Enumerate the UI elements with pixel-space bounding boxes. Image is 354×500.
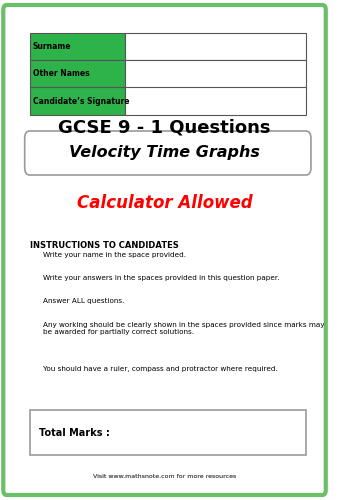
Text: Visit www.mathsnote.com for more resources: Visit www.mathsnote.com for more resourc… — [93, 474, 236, 478]
FancyBboxPatch shape — [125, 60, 306, 88]
Text: Other Names: Other Names — [33, 70, 90, 78]
Text: Write your answers in the spaces provided in this question paper.: Write your answers in the spaces provide… — [43, 275, 279, 281]
Text: Answer ALL questions.: Answer ALL questions. — [43, 298, 124, 304]
Text: Candidate’s Signature: Candidate’s Signature — [33, 97, 130, 106]
FancyBboxPatch shape — [25, 131, 311, 175]
FancyBboxPatch shape — [125, 32, 306, 60]
FancyBboxPatch shape — [30, 88, 125, 115]
Text: Total Marks :: Total Marks : — [40, 428, 110, 438]
Text: Calculator Allowed: Calculator Allowed — [77, 194, 252, 212]
Text: Write your name in the space provided.: Write your name in the space provided. — [43, 252, 186, 258]
Text: Visit www.mathsnote.com for more resources: Visit www.mathsnote.com for more resourc… — [93, 474, 236, 478]
Text: Surname: Surname — [33, 42, 72, 51]
Text: INSTRUCTIONS TO CANDIDATES: INSTRUCTIONS TO CANDIDATES — [30, 242, 178, 250]
FancyBboxPatch shape — [125, 88, 306, 115]
Text: Any working should be clearly shown in the spaces provided since marks may
be aw: Any working should be clearly shown in t… — [43, 322, 324, 335]
FancyBboxPatch shape — [30, 32, 125, 60]
FancyBboxPatch shape — [30, 60, 125, 88]
Text: GCSE 9 - 1 Questions: GCSE 9 - 1 Questions — [58, 118, 271, 136]
FancyBboxPatch shape — [30, 410, 306, 455]
Text: You should have a ruler, compass and protractor where required.: You should have a ruler, compass and pro… — [43, 366, 278, 372]
FancyBboxPatch shape — [3, 5, 326, 495]
Text: Velocity Time Graphs: Velocity Time Graphs — [69, 146, 260, 160]
